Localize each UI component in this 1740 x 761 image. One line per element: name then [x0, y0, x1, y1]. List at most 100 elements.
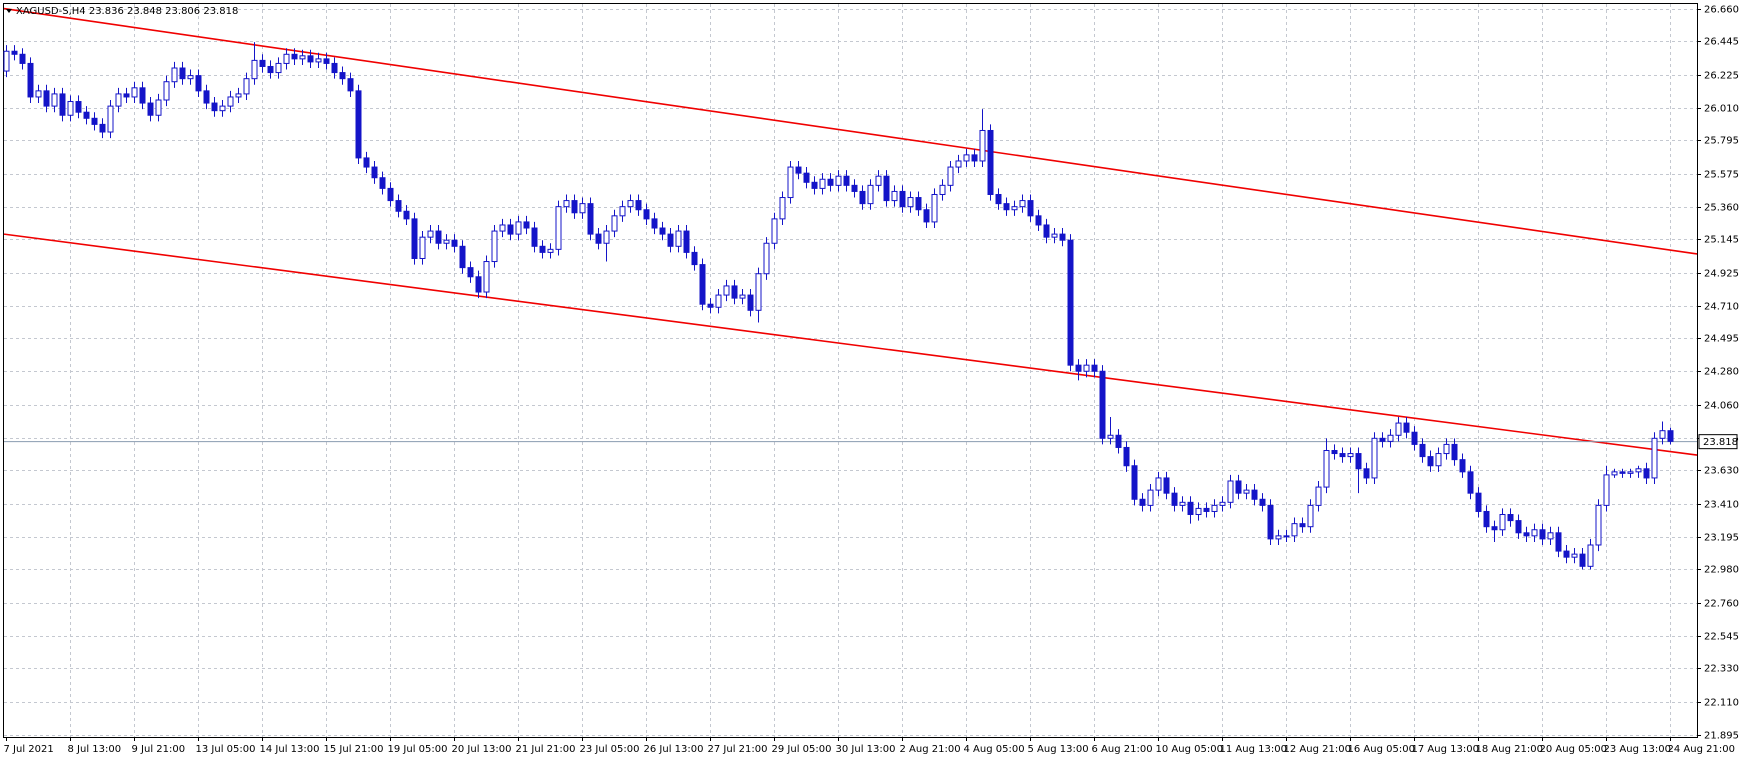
- candle-body: [1251, 489, 1258, 500]
- candle-body: [659, 227, 666, 235]
- candle-body: [1243, 489, 1250, 494]
- candle-body: [59, 93, 66, 116]
- candle-body: [587, 203, 594, 235]
- y-tick-label: 22.760: [1704, 599, 1739, 610]
- candle-body: [979, 129, 986, 162]
- candle-body: [339, 72, 346, 80]
- y-tick-label: 22.980: [1704, 565, 1739, 576]
- candle-body: [1179, 501, 1186, 506]
- trend-line: [3, 233, 1698, 456]
- candle-body: [571, 200, 578, 214]
- x-tick-label: 27 Jul 21:00: [708, 744, 768, 755]
- chart-title: XAGUSD-S,H4 23.836 23.848 23.806 23.818: [16, 6, 238, 17]
- price-label: 23.818: [1703, 437, 1738, 448]
- candle-body: [1547, 532, 1554, 540]
- candle-body: [1115, 434, 1122, 448]
- candle-body: [1339, 453, 1346, 458]
- candle-body: [1291, 523, 1298, 537]
- y-tick-label: 24.710: [1704, 302, 1739, 313]
- x-tick-label: 23 Jul 05:00: [580, 744, 640, 755]
- candle-body: [427, 230, 434, 238]
- candle-body: [1379, 437, 1386, 442]
- symbol-icon: [6, 9, 12, 13]
- candle-body: [11, 50, 18, 55]
- x-tick-label: 11 Aug 13:00: [1220, 744, 1287, 755]
- candle-body: [379, 177, 386, 189]
- candle-body: [955, 160, 962, 168]
- candle-body: [131, 87, 138, 98]
- candle-body: [1435, 453, 1442, 467]
- candle-body: [27, 62, 34, 98]
- candle-body: [1323, 450, 1330, 488]
- candle-body: [395, 200, 402, 212]
- candle-body: [1651, 437, 1658, 479]
- candle-body: [451, 239, 458, 247]
- candle-body: [1523, 532, 1530, 537]
- candle-body: [1475, 492, 1482, 512]
- candle-body: [971, 154, 978, 162]
- candle-body: [859, 190, 866, 205]
- x-tick-label: 13 Jul 05:00: [196, 744, 256, 755]
- x-tick-label: 24 Aug 21:00: [1668, 744, 1735, 755]
- candle-body: [355, 90, 362, 159]
- candle-body: [1627, 471, 1634, 474]
- candle-body: [907, 197, 914, 208]
- candle-body: [115, 93, 122, 107]
- candle-body: [651, 218, 658, 229]
- candle-body: [539, 245, 546, 253]
- candle-body: [227, 96, 234, 107]
- candle-body: [595, 233, 602, 244]
- candle-body: [1419, 443, 1426, 458]
- price-label-box: [1698, 434, 1738, 450]
- candle-body: [699, 264, 706, 305]
- candle-body: [147, 102, 154, 116]
- y-tick-label: 25.575: [1704, 170, 1739, 181]
- x-tick-label: 23 Aug 13:00: [1604, 744, 1671, 755]
- candle-body: [67, 101, 74, 116]
- candle-body: [1363, 468, 1370, 479]
- candle-body: [75, 101, 82, 113]
- y-tick-label: 26.660: [1704, 5, 1739, 16]
- candle-body: [203, 90, 210, 104]
- candle-body: [1195, 507, 1202, 516]
- candle-body: [299, 55, 306, 60]
- candle-body: [723, 285, 730, 296]
- candle-body: [899, 190, 906, 208]
- candle-body: [931, 193, 938, 223]
- candle-body: [219, 105, 226, 112]
- candle-body: [387, 187, 394, 202]
- candle-body: [43, 90, 50, 107]
- y-tick-label: 25.795: [1704, 136, 1739, 147]
- candle-body: [531, 227, 538, 247]
- candle-body: [1315, 486, 1322, 506]
- y-tick-label: 22.545: [1704, 632, 1739, 643]
- candle-body: [827, 178, 834, 186]
- candle-body: [523, 221, 530, 229]
- candle-body: [667, 233, 674, 247]
- candle-body: [1051, 233, 1058, 238]
- candle-body: [1411, 431, 1418, 445]
- x-tick-label: 6 Aug 21:00: [1092, 744, 1153, 755]
- candle-body: [1043, 224, 1050, 238]
- candle-body: [1371, 437, 1378, 479]
- candle-body: [187, 75, 194, 80]
- candle-body: [419, 236, 426, 259]
- candle-body: [563, 200, 570, 208]
- candle-body: [1307, 504, 1314, 528]
- candle-body: [1139, 498, 1146, 506]
- candle-body: [1555, 532, 1562, 552]
- candle-body: [947, 166, 954, 186]
- candle-body: [611, 215, 618, 232]
- candle-body: [1515, 520, 1522, 534]
- candle-body: [483, 261, 490, 293]
- candle-body: [891, 190, 898, 202]
- candle-body: [1427, 456, 1434, 467]
- candle-body: [1019, 200, 1026, 208]
- candle-body: [435, 230, 442, 244]
- candle-body: [515, 221, 522, 235]
- candle-body: [1403, 422, 1410, 433]
- candle-body: [1459, 459, 1466, 473]
- candle-body: [763, 242, 770, 275]
- candle-body: [315, 58, 322, 63]
